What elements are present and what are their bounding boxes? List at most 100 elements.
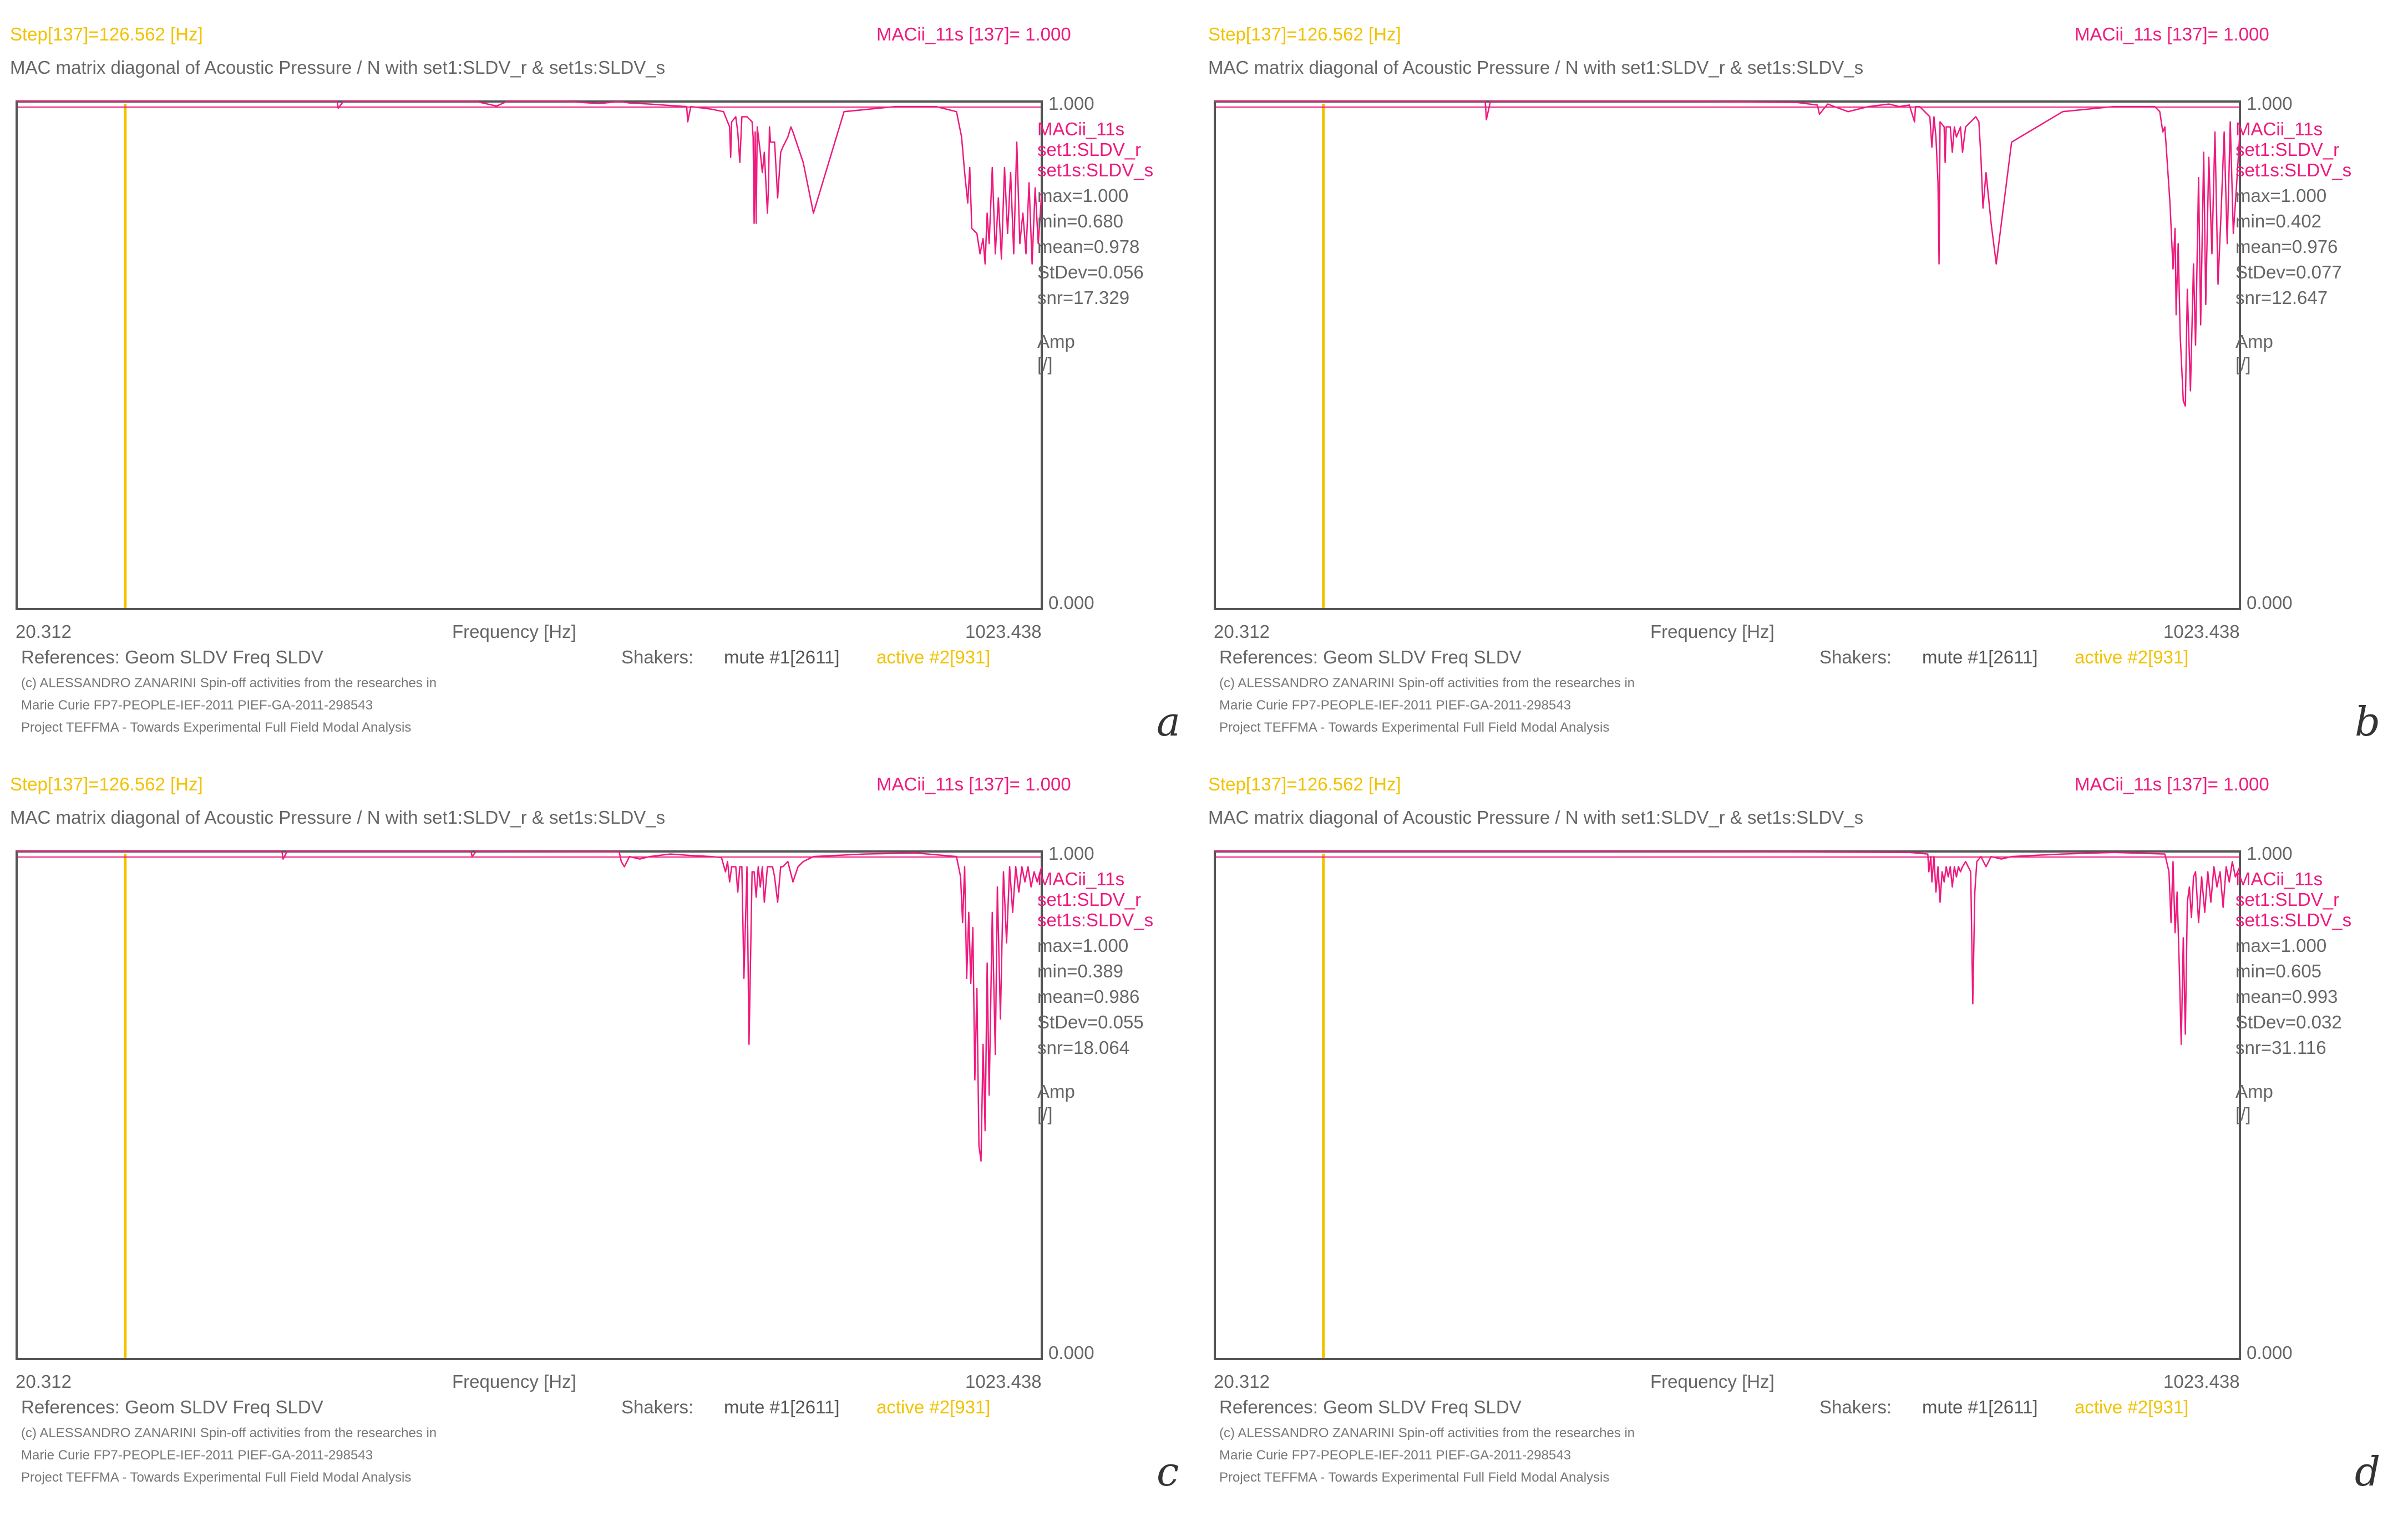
x-tick-max: 1023.438 [2163, 1371, 2240, 1392]
legend-entry: set1:SLDV_r [2235, 889, 2340, 910]
chart-panel-c: Step[137]=126.562 [Hz] MACii_11s [137]= 1… [0, 750, 1198, 1493]
plot-frame [16, 850, 1043, 1360]
x-tick-max: 1023.438 [2163, 621, 2240, 642]
legend-entry: set1s:SLDV_s [1037, 160, 1154, 180]
x-tick-min: 20.312 [16, 621, 72, 642]
mac-value-label: MACii_11s [137]= 1.000 [2075, 774, 2269, 794]
references-label: References: Geom SLDV Freq SLDV [1219, 1397, 1522, 1417]
stat-value: snr=12.647 [2235, 287, 2328, 308]
mute-shaker-label: mute #1[2611] [724, 1397, 840, 1417]
y-tick-bottom: 0.000 [2247, 592, 2293, 613]
plot-svg [1214, 850, 2241, 1360]
series-line-MACii_11s [17, 100, 1043, 265]
panel-letter: d [2355, 1448, 2381, 1495]
legend-entry: MACii_11s [1037, 869, 1125, 889]
stat-value: min=0.402 [2235, 211, 2322, 231]
x-tick-min: 20.312 [16, 1371, 72, 1392]
y-axis-label: Amp [1037, 1081, 1075, 1102]
legend-entry: set1:SLDV_r [2235, 139, 2340, 160]
copyright-line: (c) ALESSANDRO ZANARINI Spin-off activit… [21, 1426, 437, 1441]
chart-title: MAC matrix diagonal of Acoustic Pressure… [10, 807, 666, 828]
y-tick-bottom: 0.000 [1048, 592, 1094, 613]
mac-value-label: MACii_11s [137]= 1.000 [2075, 24, 2269, 44]
legend-entry: set1s:SLDV_s [2235, 160, 2352, 180]
series-line-MACii_11s [17, 850, 1043, 1162]
mute-shaker-label: mute #1[2611] [1922, 647, 2038, 667]
copyright-line: Marie Curie FP7-PEOPLE-IEF-2011 PIEF-GA-… [21, 698, 373, 713]
copyright-line: Marie Curie FP7-PEOPLE-IEF-2011 PIEF-GA-… [1219, 698, 1571, 713]
legend-entry: set1s:SLDV_s [1037, 910, 1154, 930]
x-axis-label: Frequency [Hz] [1650, 621, 1775, 642]
copyright-line: Marie Curie FP7-PEOPLE-IEF-2011 PIEF-GA-… [1219, 1448, 1571, 1463]
copyright-line: Project TEFFMA - Towards Experimental Fu… [21, 1470, 412, 1485]
stat-value: max=1.000 [2235, 185, 2327, 206]
stat-value: mean=0.986 [1037, 986, 1140, 1007]
stat-value: mean=0.993 [2235, 986, 2338, 1007]
copyright-line: (c) ALESSANDRO ZANARINI Spin-off activit… [1219, 1426, 1635, 1441]
y-axis-label: Amp [2235, 1081, 2273, 1102]
mac-value-label: MACii_11s [137]= 1.000 [876, 24, 1071, 44]
x-axis-label: Frequency [Hz] [452, 621, 576, 642]
stat-value: snr=31.116 [2235, 1037, 2326, 1058]
copyright-line: Project TEFFMA - Towards Experimental Fu… [1219, 720, 1610, 735]
plot-frame [16, 100, 1043, 610]
panel-letter: c [1157, 1448, 1179, 1495]
y-tick-top: 1.000 [2247, 93, 2293, 114]
chart-title: MAC matrix diagonal of Acoustic Pressure… [10, 57, 666, 78]
stat-value: min=0.389 [1037, 961, 1124, 981]
chart-panel-b: Step[137]=126.562 [Hz] MACii_11s [137]= 1… [1198, 0, 2396, 743]
y-tick-top: 1.000 [1048, 843, 1094, 864]
plot-frame [1214, 850, 2241, 1360]
active-shaker-label: active #2[931] [2075, 1397, 2189, 1417]
x-tick-max: 1023.438 [965, 1371, 1042, 1392]
legend-entry: set1:SLDV_r [1037, 139, 1142, 160]
shakers-label: Shakers: [1819, 1397, 1892, 1417]
stat-value: StDev=0.055 [1037, 1012, 1144, 1032]
shakers-label: Shakers: [1819, 647, 1892, 667]
copyright-line: (c) ALESSANDRO ZANARINI Spin-off activit… [1219, 676, 1635, 691]
panel-letter: a [1157, 698, 1180, 745]
y-axis-label: Amp [1037, 331, 1075, 352]
y-tick-bottom: 0.000 [1048, 1342, 1094, 1363]
stat-value: snr=17.329 [1037, 287, 1130, 308]
step-label: Step[137]=126.562 [Hz] [10, 774, 203, 794]
step-label: Step[137]=126.562 [Hz] [1208, 24, 1401, 44]
x-axis-label: Frequency [Hz] [1650, 1371, 1775, 1392]
x-tick-min: 20.312 [1214, 621, 1270, 642]
references-label: References: Geom SLDV Freq SLDV [21, 1397, 323, 1417]
plot-svg [16, 100, 1043, 610]
y-axis-unit: [/] [2235, 1104, 2251, 1124]
chart-panel-d: Step[137]=126.562 [Hz] MACii_11s [137]= 1… [1198, 750, 2396, 1493]
y-tick-bottom: 0.000 [2247, 1342, 2293, 1363]
copyright-line: Marie Curie FP7-PEOPLE-IEF-2011 PIEF-GA-… [21, 1448, 373, 1463]
copyright-line: (c) ALESSANDRO ZANARINI Spin-off activit… [21, 676, 437, 691]
shakers-label: Shakers: [621, 647, 694, 667]
x-axis-label: Frequency [Hz] [452, 1371, 576, 1392]
series-line-MACii_11s [1215, 100, 2241, 407]
x-tick-max: 1023.438 [965, 621, 1042, 642]
legend-entry: MACii_11s [2235, 119, 2323, 139]
references-label: References: Geom SLDV Freq SLDV [21, 647, 323, 667]
active-shaker-label: active #2[931] [2075, 647, 2189, 667]
stat-value: StDev=0.032 [2235, 1012, 2342, 1032]
plot-svg [1214, 100, 2241, 610]
stat-value: max=1.000 [1037, 185, 1129, 206]
copyright-line: Project TEFFMA - Towards Experimental Fu… [1219, 1470, 1610, 1485]
active-shaker-label: active #2[931] [876, 1397, 991, 1417]
legend-entry: MACii_11s [1037, 119, 1125, 139]
y-axis-label: Amp [2235, 331, 2273, 352]
y-tick-top: 1.000 [2247, 843, 2293, 864]
mute-shaker-label: mute #1[2611] [1922, 1397, 2038, 1417]
stat-value: StDev=0.056 [1037, 262, 1144, 282]
stat-value: min=0.605 [2235, 961, 2322, 981]
chart-panel-a: Step[137]=126.562 [Hz] MACii_11s [137]= 1… [0, 0, 1198, 743]
y-tick-top: 1.000 [1048, 93, 1094, 114]
y-axis-unit: [/] [1037, 1104, 1053, 1124]
step-label: Step[137]=126.562 [Hz] [10, 24, 203, 44]
legend-entry: MACii_11s [2235, 869, 2323, 889]
stat-value: min=0.680 [1037, 211, 1124, 231]
legend-entry: set1s:SLDV_s [2235, 910, 2352, 930]
stat-value: mean=0.978 [1037, 236, 1140, 257]
active-shaker-label: active #2[931] [876, 647, 991, 667]
x-tick-min: 20.312 [1214, 1371, 1270, 1392]
